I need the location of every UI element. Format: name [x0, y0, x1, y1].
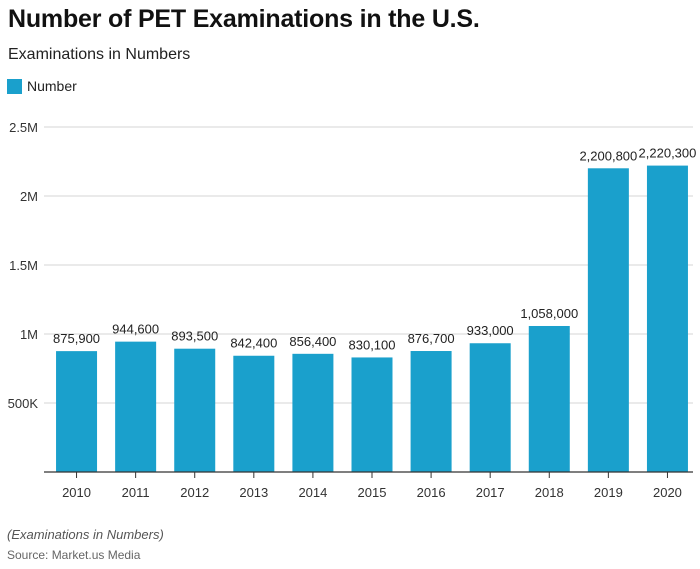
- x-tick-label: 2018: [535, 485, 564, 500]
- y-tick-label: 2M: [20, 189, 38, 204]
- bar: [56, 351, 98, 472]
- source-note: Source: Market.us Media: [7, 548, 141, 562]
- data-label: 875,900: [53, 331, 100, 346]
- bar: [646, 165, 688, 472]
- y-tick-label: 1M: [20, 327, 38, 342]
- data-labels: 875,900 944,600 893,500 842,400 856,400 830,1…: [53, 146, 696, 353]
- x-tick-label: 2010: [62, 485, 91, 500]
- bar: [351, 357, 393, 472]
- chart-subtitle: Examinations in Numbers: [8, 46, 191, 63]
- bar: [469, 343, 511, 472]
- bar: [174, 348, 216, 472]
- bar: [292, 353, 334, 472]
- x-tick-label: 2017: [476, 485, 505, 500]
- y-tick-label: 1.5M: [9, 258, 38, 273]
- x-tick-label: 2019: [594, 485, 623, 500]
- x-tick-label: 2012: [180, 485, 209, 500]
- x-tick-label: 2016: [417, 485, 446, 500]
- bar: [528, 325, 570, 472]
- y-tick-label: 500K: [8, 396, 39, 411]
- data-label: 876,700: [408, 331, 455, 346]
- legend: Number: [7, 78, 77, 94]
- data-label: 893,500: [171, 329, 218, 344]
- footnote: (Examinations in Numbers): [7, 527, 164, 542]
- bar: [587, 168, 629, 472]
- data-label: 830,100: [349, 337, 396, 352]
- bar: [115, 341, 157, 472]
- data-label: 842,400: [230, 336, 277, 351]
- x-tick-label: 2020: [653, 485, 682, 500]
- bars: [56, 165, 688, 472]
- bar: [233, 355, 275, 472]
- chart-title: Number of PET Examinations in the U.S.: [8, 5, 480, 33]
- x-tick-label: 2014: [298, 485, 327, 500]
- data-label: 944,600: [112, 322, 159, 337]
- y-tick-label: 2.5M: [9, 120, 38, 135]
- data-label: 933,000: [467, 323, 514, 338]
- x-tick-label: 2013: [239, 485, 268, 500]
- data-label: 2,220,300: [639, 146, 697, 161]
- data-label: 856,400: [289, 334, 336, 349]
- x-tick-label: 2011: [122, 485, 150, 500]
- legend-swatch: [7, 78, 22, 94]
- data-label: 2,200,800: [579, 148, 637, 163]
- axes: 500K 1M 1.5M 2M 2.5M 2010 2011 2012 2013 2014 2015…: [8, 120, 693, 500]
- bar: [410, 351, 452, 472]
- x-tick-label: 2015: [358, 485, 387, 500]
- data-label: 1,058,000: [520, 306, 578, 321]
- legend-label: Number: [27, 78, 77, 94]
